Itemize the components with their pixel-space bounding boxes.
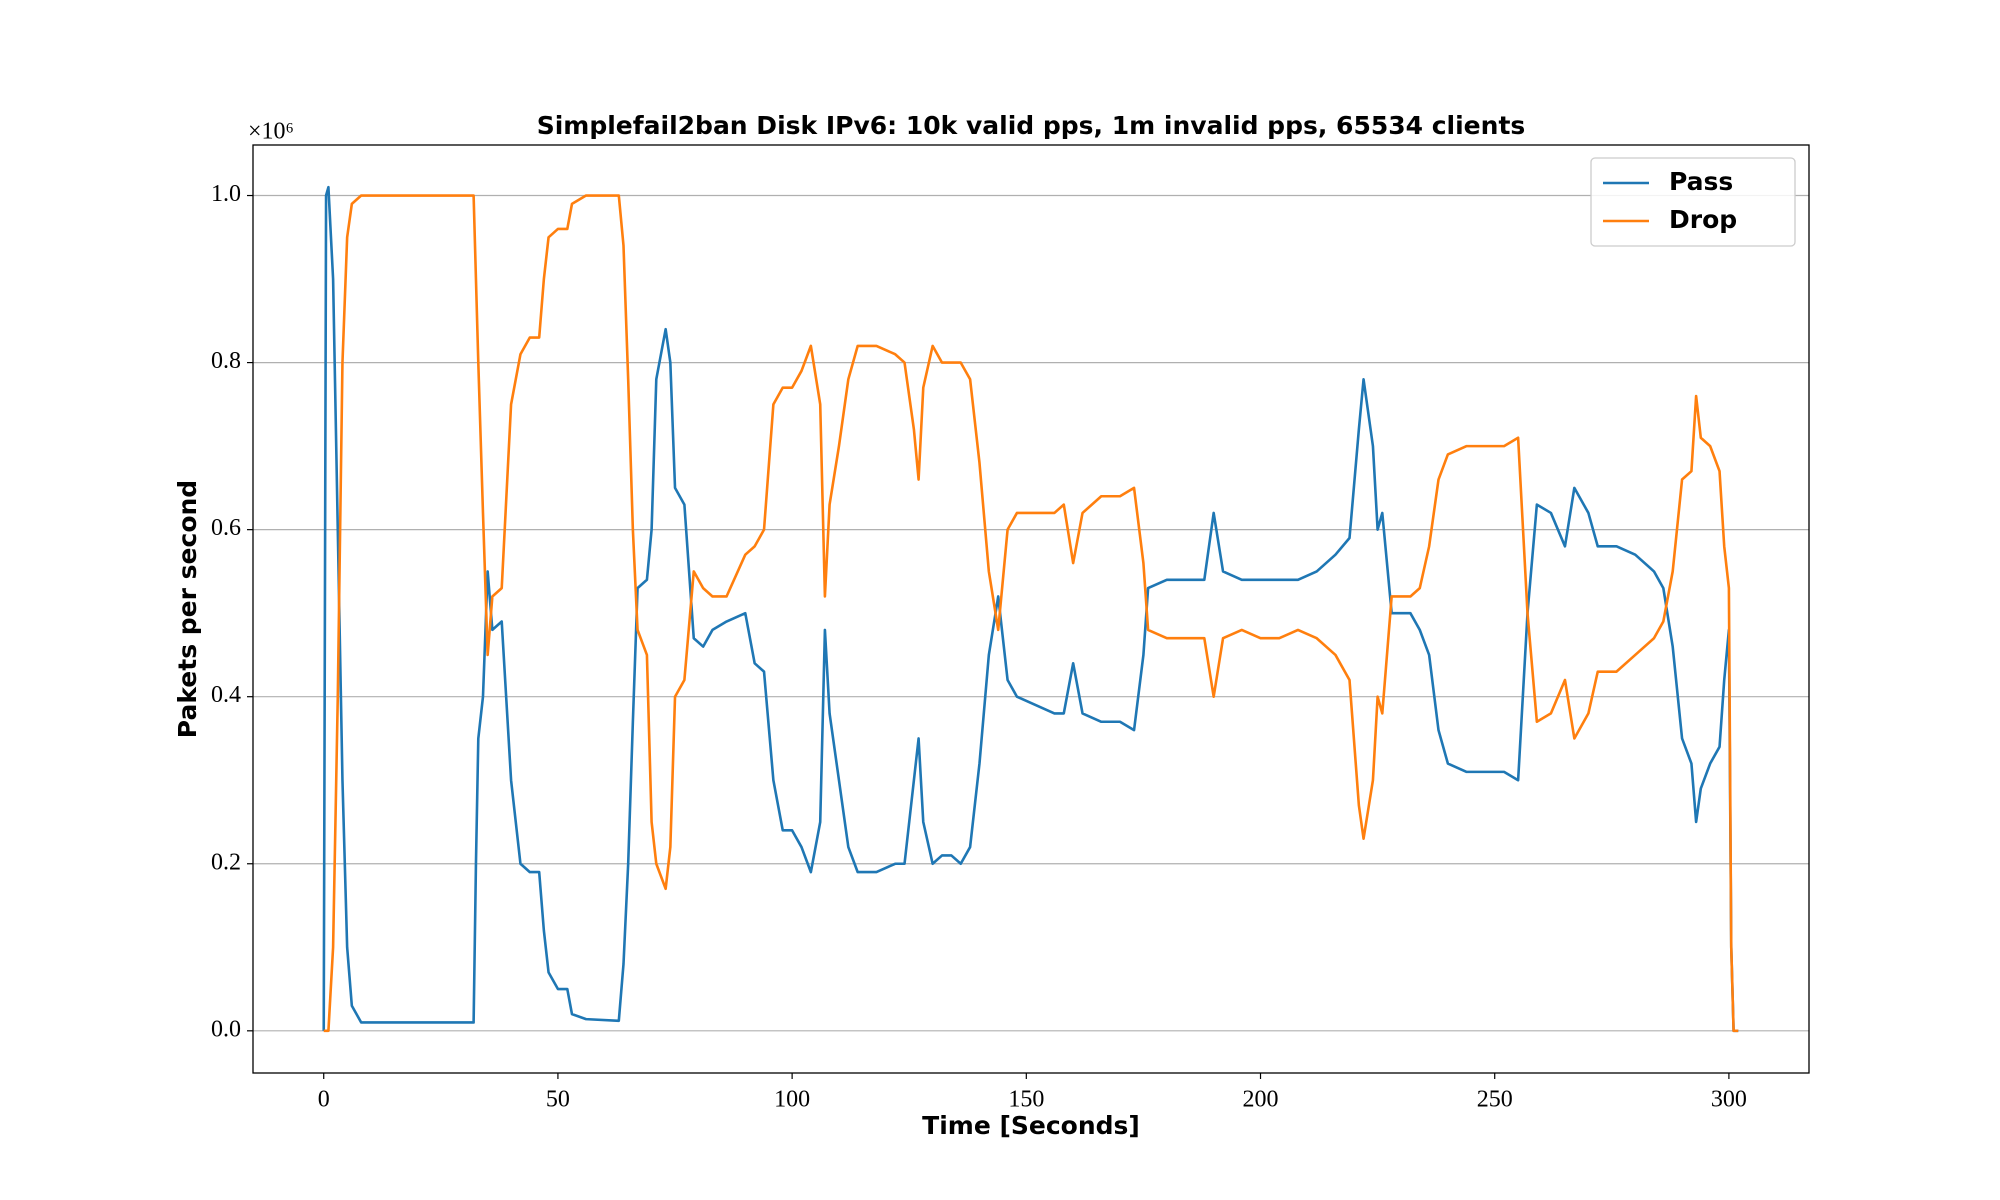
chart-title: Simplefail2ban Disk IPv6: 10k valid pps,… xyxy=(537,111,1526,140)
legend-label: Drop xyxy=(1669,205,1737,234)
x-tick-label: 250 xyxy=(1477,1087,1513,1113)
x-tick-label: 50 xyxy=(546,1087,570,1113)
legend-box xyxy=(1590,157,1796,247)
legend: Pass Drop xyxy=(1590,157,1796,247)
x-axis-label: Time [Seconds] xyxy=(922,1111,1140,1140)
y-tick-label: 0.4 xyxy=(211,682,241,708)
series-line xyxy=(322,185,1739,1033)
y-tick-label: 1.0 xyxy=(211,181,241,207)
x-tick-label: 200 xyxy=(1243,1087,1279,1113)
y-tick-label: 0.0 xyxy=(211,1016,241,1042)
x-tick-label: 300 xyxy=(1711,1087,1747,1113)
x-tick-label: 0 xyxy=(318,1087,330,1113)
x-tick-label: 100 xyxy=(774,1087,810,1113)
y-offset-label: ×10⁶ xyxy=(248,119,294,145)
series-line xyxy=(323,194,1739,1033)
plot-frame xyxy=(252,144,1810,1074)
y-tick-label: 0.6 xyxy=(211,515,241,541)
y-axis-label: Pakets per second xyxy=(173,480,202,738)
x-tick-label: 150 xyxy=(1008,1087,1044,1113)
y-tick-label: 0.8 xyxy=(211,348,241,374)
legend-label: Pass xyxy=(1669,167,1733,196)
y-tick-label: 0.2 xyxy=(211,849,241,875)
